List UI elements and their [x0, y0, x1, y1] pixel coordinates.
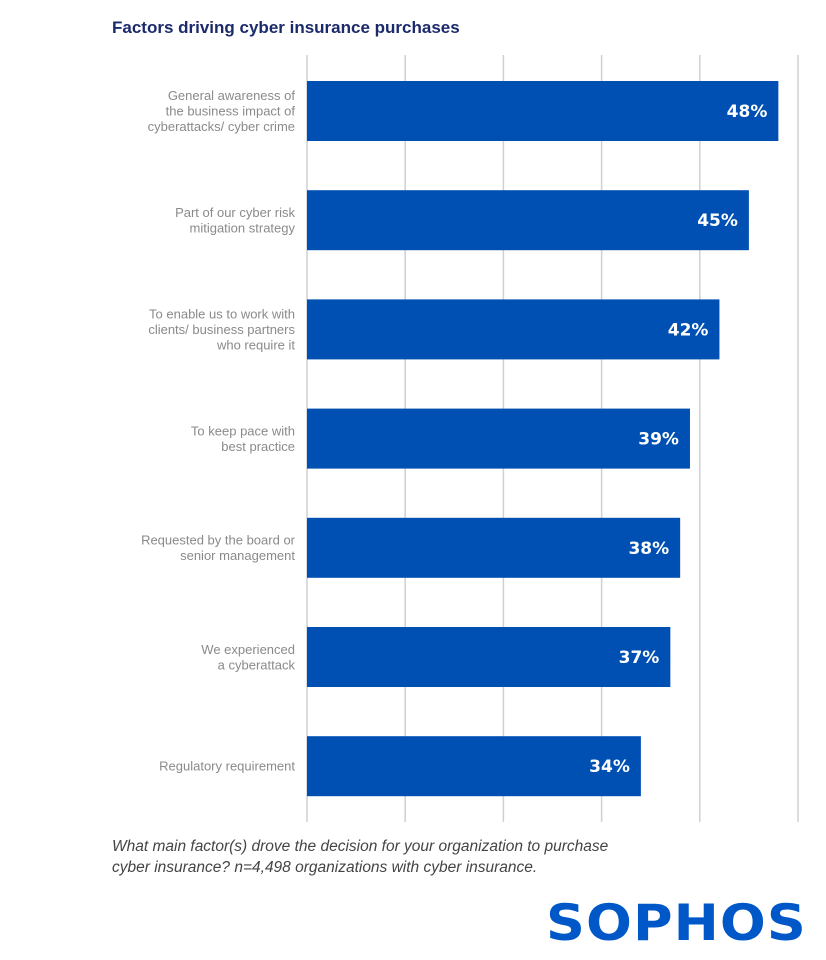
caption-line-1: What main factor(s) drove the decision f…: [112, 838, 609, 855]
caption-line-2: cyber insurance? n=4,498 organizations w…: [112, 859, 538, 876]
category-label: who require it: [216, 337, 295, 352]
category-label: mitigation strategy: [190, 220, 296, 235]
bar: [307, 627, 671, 687]
category-label: To keep pace with: [191, 423, 295, 438]
category-label: Requested by the board or: [141, 533, 296, 548]
category-label: a cyberattack: [218, 657, 296, 672]
bar: [307, 190, 749, 251]
chart-title: Factors driving cyber insurance purchase…: [112, 18, 460, 37]
data-label: 45%: [697, 211, 738, 231]
category-label: We experienced: [201, 642, 295, 657]
category-label: best practice: [221, 439, 295, 454]
data-label: 42%: [668, 320, 709, 340]
data-label: 38%: [628, 539, 669, 559]
bar: [307, 299, 720, 360]
category-label: cyberattacks/ cyber crime: [148, 119, 295, 134]
category-label: the business impact of: [166, 104, 296, 119]
category-label: clients/ business partners: [148, 322, 295, 337]
data-label: 34%: [589, 757, 630, 777]
bar: [307, 408, 690, 469]
bar: [307, 517, 681, 578]
data-label: 48%: [727, 102, 768, 122]
category-label: To enable us to work with: [149, 306, 295, 321]
data-label: 39%: [638, 430, 679, 450]
category-label: Regulatory requirement: [159, 759, 295, 774]
bar: [307, 736, 641, 797]
category-label: senior management: [180, 548, 295, 563]
sophos-logo: SOPHOS: [546, 894, 807, 952]
category-label: General awareness of: [168, 88, 296, 103]
bar: [307, 81, 779, 141]
chart-caption: What main factor(s) drove the decision f…: [112, 836, 608, 878]
data-label: 37%: [619, 648, 660, 668]
category-label: Part of our cyber risk: [175, 205, 295, 220]
